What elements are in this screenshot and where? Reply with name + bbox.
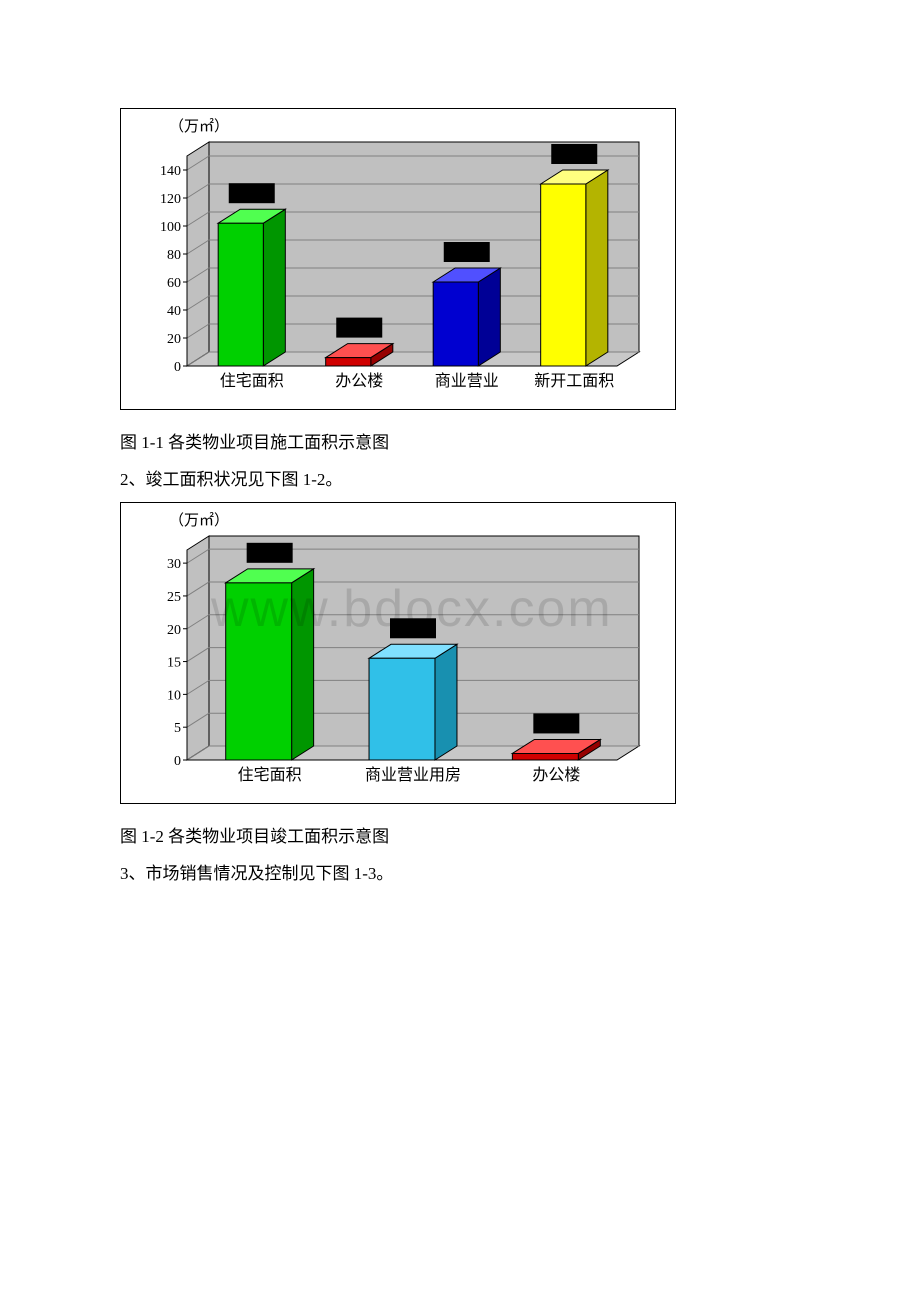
chart-2-body: （万㎡） 0 5 10 15 20 25 30 住宅面积 商业营业用房 办公楼 [129,509,667,795]
svg-text:0: 0 [174,754,181,769]
svg-text:新开工面积: 新开工面积 [534,372,614,390]
bar-value-marker [533,713,579,733]
svg-text:80: 80 [167,248,181,263]
bar-value-marker [336,318,382,338]
svg-text:5: 5 [174,721,181,736]
svg-text:140: 140 [160,164,181,179]
svg-text:办公楼: 办公楼 [335,372,383,390]
chart-2-container: （万㎡）051015202530住宅面积商业营业用房办公楼 www.bdocx.… [120,502,676,804]
bar-chart-3d: 0 5 10 15 20 25 30 住宅面积 商业营业用房 办公楼 [129,530,649,790]
svg-text:商业营业: 商业营业 [435,372,499,390]
svg-text:0: 0 [174,360,181,375]
svg-text:25: 25 [167,590,181,605]
svg-text:40: 40 [167,304,181,319]
chart-1-container: （万㎡） 0 20 40 60 80 100 120 140 住宅面积 办公楼 商业营业 新开工面积 [120,108,676,410]
svg-text:办公楼: 办公楼 [532,766,580,784]
bar-value-marker [444,242,490,262]
svg-text:60: 60 [167,276,181,291]
text-line-3: 3、市场销售情况及控制见下图 1-3。 [120,859,800,884]
svg-text:100: 100 [160,220,181,235]
svg-text:住宅面积: 住宅面积 [220,372,284,390]
y-axis-unit-label: （万㎡） [129,509,667,530]
svg-text:住宅面积: 住宅面积 [238,766,302,784]
chart-1-body: （万㎡） 0 20 40 60 80 100 120 140 住宅面积 办公楼 商业营业 新开工面积 [129,115,667,401]
bar-value-marker [247,543,293,563]
svg-text:10: 10 [167,688,181,703]
bar-value-marker [229,183,275,203]
text-line-2: 2、竣工面积状况见下图 1-2。 [120,465,800,490]
svg-text:120: 120 [160,192,181,207]
chart-2-caption: 图 1-2 各类物业项目竣工面积示意图 [120,822,800,847]
bar-value-marker [390,618,436,638]
document-page: （万㎡）020406080100120140住宅面积办公楼商业营业新开工面积 图… [0,0,920,884]
svg-text:30: 30 [167,557,181,572]
svg-text:20: 20 [167,623,181,638]
svg-text:15: 15 [167,656,181,671]
svg-text:20: 20 [167,332,181,347]
bar-value-marker [551,144,597,164]
y-axis-unit-label: （万㎡） [129,115,667,136]
chart-1-caption: 图 1-1 各类物业项目施工面积示意图 [120,428,800,453]
svg-text:商业营业用房: 商业营业用房 [365,766,461,784]
bar-chart-3d: 0 20 40 60 80 100 120 140 住宅面积 办公楼 商业营业 新开工面积 [129,136,649,396]
